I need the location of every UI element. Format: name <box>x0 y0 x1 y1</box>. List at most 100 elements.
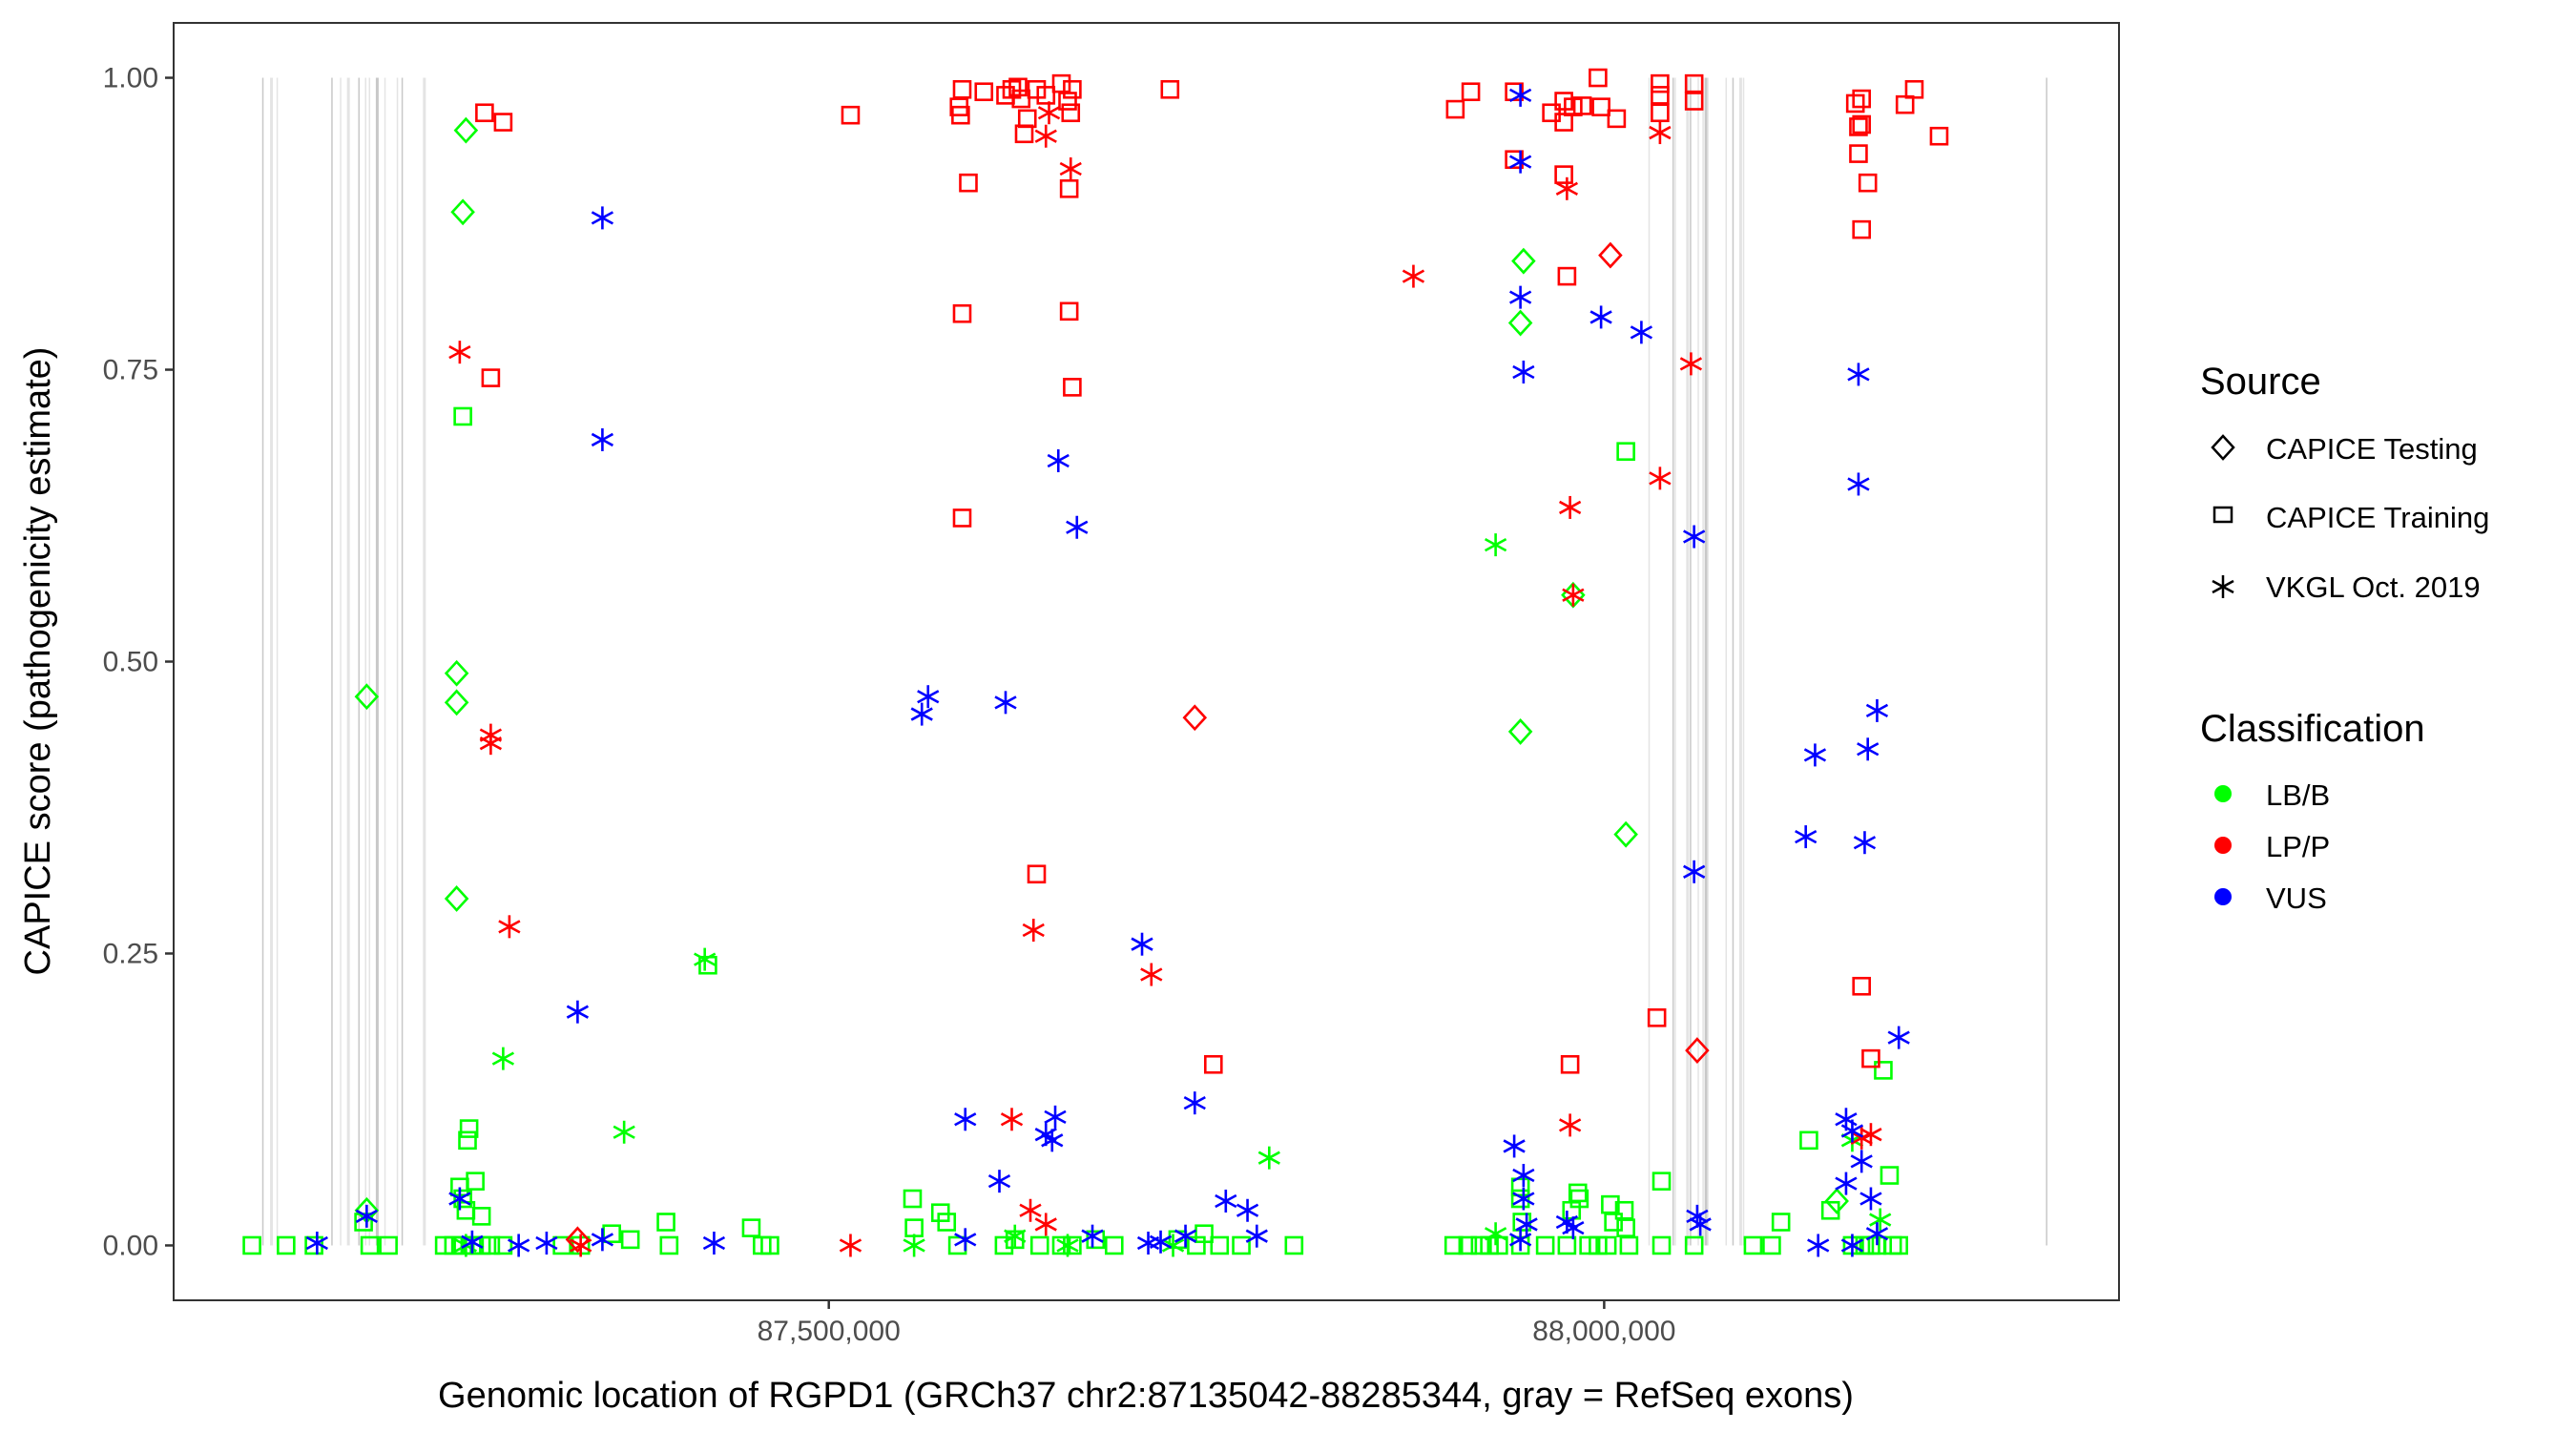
point-asterisk <box>1679 352 1703 376</box>
series-diamond-ff0000 <box>565 241 1710 1254</box>
point-asterisk <box>1887 1026 1910 1049</box>
asterisk-icon <box>2212 575 2234 598</box>
point-square <box>1858 173 1878 193</box>
point-diamond <box>354 683 380 711</box>
legend-item-capice-testing: CAPICE Testing <box>2211 432 2478 466</box>
point-square <box>471 1207 491 1226</box>
point-square <box>1929 126 1949 146</box>
point-square <box>1104 1235 1124 1255</box>
point-asterisk <box>1044 1105 1067 1129</box>
point-asterisk <box>910 702 933 726</box>
point-square <box>1203 1054 1223 1074</box>
legend-title-source: Source <box>2200 361 2321 403</box>
point-asterisk <box>1059 156 1082 180</box>
red-dot-icon <box>2214 837 2232 854</box>
point-asterisk <box>1795 825 1818 849</box>
legend-label: LB/B <box>2266 778 2330 812</box>
point-asterisk <box>1245 1224 1268 1248</box>
point-diamond <box>1598 241 1623 269</box>
series-diamond-00ff00 <box>354 116 1849 1224</box>
point-asterisk <box>1149 1230 1173 1254</box>
point-square <box>1591 97 1610 116</box>
point-square <box>552 1235 571 1255</box>
point-square <box>959 173 978 193</box>
point-asterisk <box>1865 698 1889 722</box>
point-square <box>1210 1235 1230 1255</box>
point-square <box>1510 1177 1530 1197</box>
point-square <box>1017 109 1037 129</box>
point-square <box>1195 1224 1214 1244</box>
point-square <box>1684 73 1704 93</box>
legend-item-lbb: LB/B <box>2214 778 2330 812</box>
point-square <box>1619 1235 1639 1255</box>
point-square <box>1684 92 1704 111</box>
legend: Source CAPICE Testing CAPICE Training VK… <box>2200 361 2489 915</box>
square-icon <box>2212 506 2233 524</box>
point-asterisk <box>1562 1216 1585 1240</box>
point-asterisk <box>1037 101 1061 125</box>
point-square <box>1889 1235 1909 1255</box>
point-diamond <box>1182 704 1208 732</box>
point-square <box>1904 79 1924 99</box>
point-asterisk <box>508 1234 530 1257</box>
x-axis: 87,500,000 88,000,000 <box>758 1300 1675 1347</box>
legend-item-lpp: LP/P <box>2214 830 2330 863</box>
point-asterisk <box>1559 1113 1582 1137</box>
point-asterisk <box>1840 1119 1864 1143</box>
point-square <box>1557 266 1577 286</box>
series-asterisk-0000ff <box>305 83 1910 1257</box>
point-square <box>1036 86 1056 105</box>
point-asterisk <box>1562 583 1585 607</box>
point-square <box>841 105 861 125</box>
point-square <box>1461 82 1481 102</box>
point-square <box>1651 86 1670 105</box>
point-asterisk <box>1683 525 1706 549</box>
point-square <box>1852 89 1871 109</box>
point-asterisk <box>479 732 503 756</box>
point-asterisk <box>355 1204 378 1228</box>
x-tick-label: 88,000,000 <box>1532 1316 1675 1347</box>
point-square <box>1063 378 1082 397</box>
point-diamond <box>1824 1188 1849 1214</box>
legend-label: LP/P <box>2266 830 2330 863</box>
point-asterisk <box>1847 363 1870 386</box>
point-square <box>481 1235 501 1255</box>
point-asterisk <box>994 691 1017 715</box>
point-square <box>656 1213 675 1232</box>
point-asterisk <box>903 1234 925 1257</box>
point-asterisk <box>1853 831 1877 855</box>
y-axis: 0.00 0.25 0.50 0.75 1.00 <box>103 63 174 1261</box>
point-asterisk <box>1503 1134 1526 1158</box>
point-asterisk <box>1056 1234 1079 1257</box>
point-asterisk <box>498 915 521 939</box>
point-asterisk <box>1215 1189 1237 1213</box>
point-square <box>1445 99 1465 119</box>
point-square <box>1651 103 1670 123</box>
series-square-ff0000 <box>475 68 1949 1074</box>
point-square <box>760 1235 779 1255</box>
point-square <box>620 1230 640 1250</box>
point-square <box>453 1189 472 1209</box>
point-asterisk <box>1803 743 1827 767</box>
point-asterisk <box>1402 264 1425 288</box>
point-asterisk <box>1047 448 1070 472</box>
point-asterisk <box>1857 737 1880 761</box>
point-square <box>1852 976 1871 996</box>
y-tick-label: 1.00 <box>103 63 158 94</box>
point-square <box>1607 109 1627 129</box>
point-asterisk <box>1034 124 1057 148</box>
point-asterisk <box>1850 1150 1873 1173</box>
point-square <box>1554 165 1573 184</box>
point-asterisk <box>566 1000 590 1024</box>
point-asterisk <box>1847 472 1870 496</box>
point-asterisk <box>917 685 940 709</box>
legend-item-vus: VUS <box>2214 881 2327 915</box>
x-axis-title: Genomic location of RGPD1 (GRCh37 chr2:8… <box>438 1376 1854 1416</box>
point-asterisk <box>1019 1198 1042 1222</box>
point-asterisk <box>1840 1234 1864 1257</box>
point-square <box>952 79 972 99</box>
point-asterisk <box>1257 1146 1280 1170</box>
point-diamond <box>444 659 469 687</box>
legend-title-classification: Classification <box>2200 708 2425 750</box>
point-asterisk <box>1183 1091 1206 1115</box>
